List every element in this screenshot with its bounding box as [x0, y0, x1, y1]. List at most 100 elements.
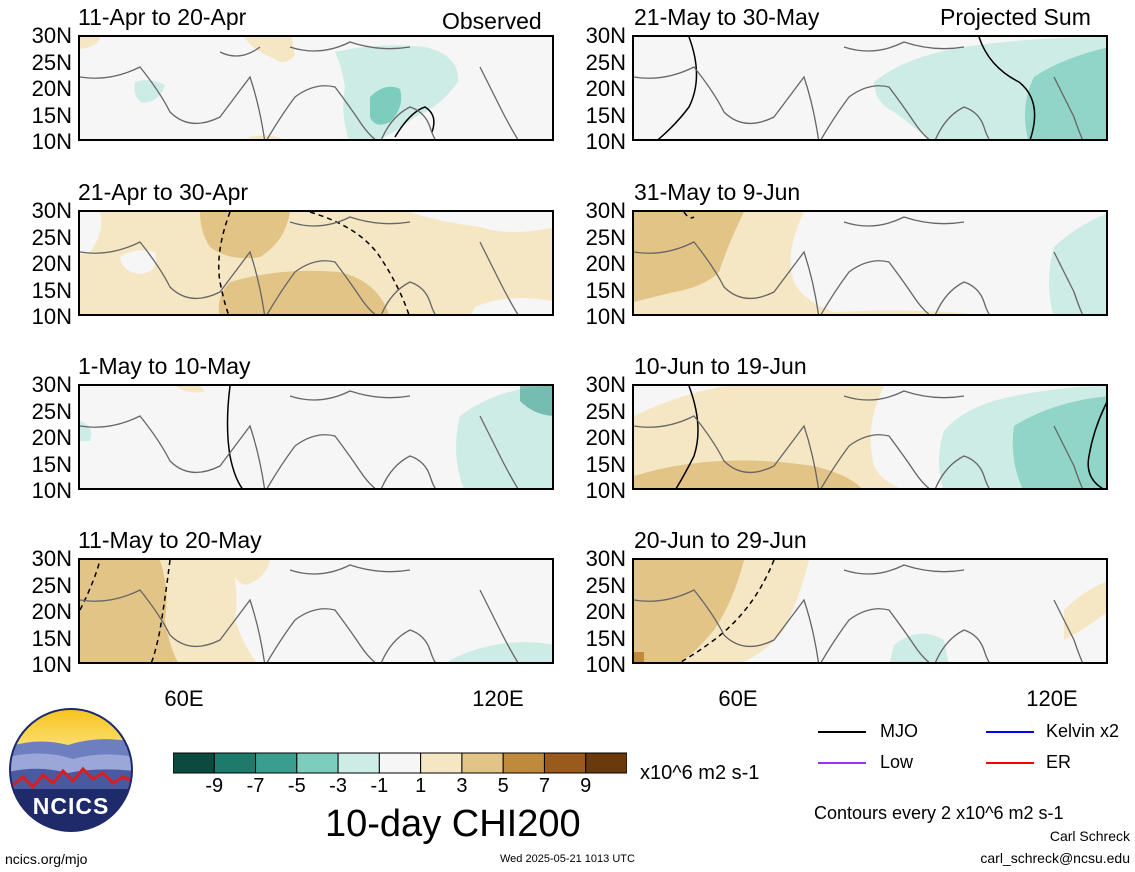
legend-er-line — [986, 762, 1034, 764]
panel-title: 21-Apr to 30-Apr — [78, 179, 249, 205]
map-panel — [632, 558, 1108, 664]
observed-label: Observed — [442, 8, 542, 34]
latitude-label: 20N — [585, 425, 626, 450]
latitude-label: 20N — [585, 599, 626, 624]
logo-text: NCICS — [32, 793, 110, 819]
latitude-label: 25N — [31, 49, 72, 75]
panel-title: 20-Jun to 29-Jun — [634, 527, 807, 553]
latitude-label: 15N — [585, 451, 626, 477]
contour-note: Contours every 2 x10^6 m2 s-1 — [814, 803, 1064, 823]
colorbar-swatch — [213, 752, 257, 774]
panel-title: 1-May to 10-May — [78, 353, 251, 379]
colorbar-swatch — [255, 752, 298, 774]
panel-title: 11-Apr to 20-Apr — [78, 4, 247, 30]
map-panel — [632, 384, 1108, 490]
colorbar-swatch — [173, 752, 215, 774]
colorbar-tick: 9 — [580, 775, 592, 797]
latitude-label: 25N — [31, 224, 72, 250]
colorbar-swatch — [378, 752, 422, 774]
latitude-label: 30N — [31, 372, 72, 397]
figure-title: 10-day CHI200 — [325, 803, 581, 845]
legend-low-line — [818, 762, 866, 764]
latitude-label: 25N — [585, 49, 626, 75]
colorbar-units: x10^6 m2 s-1 — [640, 762, 760, 784]
colorbar-swatch — [461, 752, 504, 774]
latitude-label: 10N — [31, 129, 72, 154]
colorbar-swatch — [337, 752, 380, 774]
latitude-label: 25N — [31, 398, 72, 424]
legend-kelvin-line — [986, 731, 1034, 733]
latitude-label: 10N — [31, 652, 72, 677]
legend-er-label: ER — [1046, 752, 1072, 772]
longitude-label-left-120e: 120E — [472, 686, 524, 711]
latitude-label: 15N — [31, 625, 72, 651]
map-panel — [78, 384, 554, 490]
map-panel — [78, 35, 554, 141]
longitude-label-right-120e: 120E — [1026, 686, 1078, 711]
latitude-label: 10N — [585, 652, 626, 677]
latitude-label: 30N — [585, 372, 626, 397]
colorbar-swatch — [502, 752, 545, 774]
latitude-label: 20N — [585, 76, 626, 101]
latitude-label: 15N — [585, 102, 626, 128]
colorbar-tick: -9 — [205, 775, 224, 797]
latitude-label: 10N — [585, 129, 626, 154]
latitude-label: 30N — [585, 198, 626, 223]
latitude-label: 30N — [31, 198, 72, 223]
ncics-logo: NCICS — [8, 707, 134, 833]
latitude-label: 15N — [585, 625, 626, 651]
latitude-label: 25N — [31, 572, 72, 598]
panel-title: 21-May to 30-May — [634, 4, 820, 30]
latitude-label: 10N — [31, 304, 72, 329]
colorbar-swatch — [585, 752, 627, 774]
longitude-label-left-60e: 60E — [164, 686, 204, 711]
colorbar-tick: -5 — [287, 775, 306, 797]
latitude-label: 30N — [31, 23, 72, 48]
latitude-label: 15N — [585, 277, 626, 303]
latitude-label: 30N — [585, 23, 626, 48]
latitude-label: 10N — [585, 478, 626, 503]
projected-sum-label: Projected Sum — [940, 4, 1091, 30]
colorbar-tick: 5 — [497, 775, 509, 797]
colorbar-tick: 1 — [415, 775, 427, 797]
latitude-label: 15N — [31, 277, 72, 303]
legend-kelvin-label: Kelvin x2 — [1046, 721, 1120, 741]
map-panel — [632, 210, 1108, 316]
latitude-label: 25N — [585, 224, 626, 250]
colorbar-tick: 7 — [538, 775, 551, 797]
latitude-label: 20N — [31, 425, 72, 450]
timestamp: Wed 2025-05-21 1013 UTC — [500, 853, 635, 865]
latitude-label: 15N — [31, 451, 72, 477]
panel-title: 10-Jun to 19-Jun — [634, 353, 807, 379]
colorbar-swatch — [543, 752, 587, 774]
latitude-label: 10N — [585, 304, 626, 329]
colorbar-tick: -7 — [246, 775, 265, 797]
latitude-label: 20N — [31, 251, 72, 276]
map-panel — [632, 35, 1108, 141]
latitude-label: 20N — [585, 251, 626, 276]
site-url: ncics.org/mjo — [5, 851, 88, 867]
colorbar-tick: -3 — [329, 775, 347, 797]
latitude-label: 10N — [31, 478, 72, 503]
latitude-label: 20N — [31, 76, 72, 101]
latitude-label: 30N — [31, 546, 72, 571]
longitude-label-right-60e: 60E — [718, 686, 758, 711]
latitude-label: 15N — [31, 102, 72, 128]
colorbar-swatch — [296, 752, 339, 774]
latitude-label: 20N — [31, 599, 72, 624]
legend-mjo-label: MJO — [880, 721, 918, 741]
author: Carl Schreck — [1049, 828, 1130, 844]
colorbar — [173, 752, 627, 774]
panel-title: 11-May to 20-May — [78, 527, 262, 553]
panel-title: 31-May to 9-Jun — [634, 179, 801, 205]
legend-mjo-line — [818, 731, 866, 733]
colorbar-swatch — [420, 752, 463, 774]
author-email: carl_schreck@ncsu.edu — [980, 850, 1130, 866]
map-panel — [78, 210, 554, 316]
latitude-label: 25N — [585, 398, 626, 424]
colorbar-tick: -1 — [370, 775, 389, 797]
colorbar-tick: 3 — [456, 775, 468, 797]
latitude-label: 30N — [585, 546, 626, 571]
map-panel — [78, 558, 554, 664]
legend-low-label: Low — [880, 752, 914, 772]
